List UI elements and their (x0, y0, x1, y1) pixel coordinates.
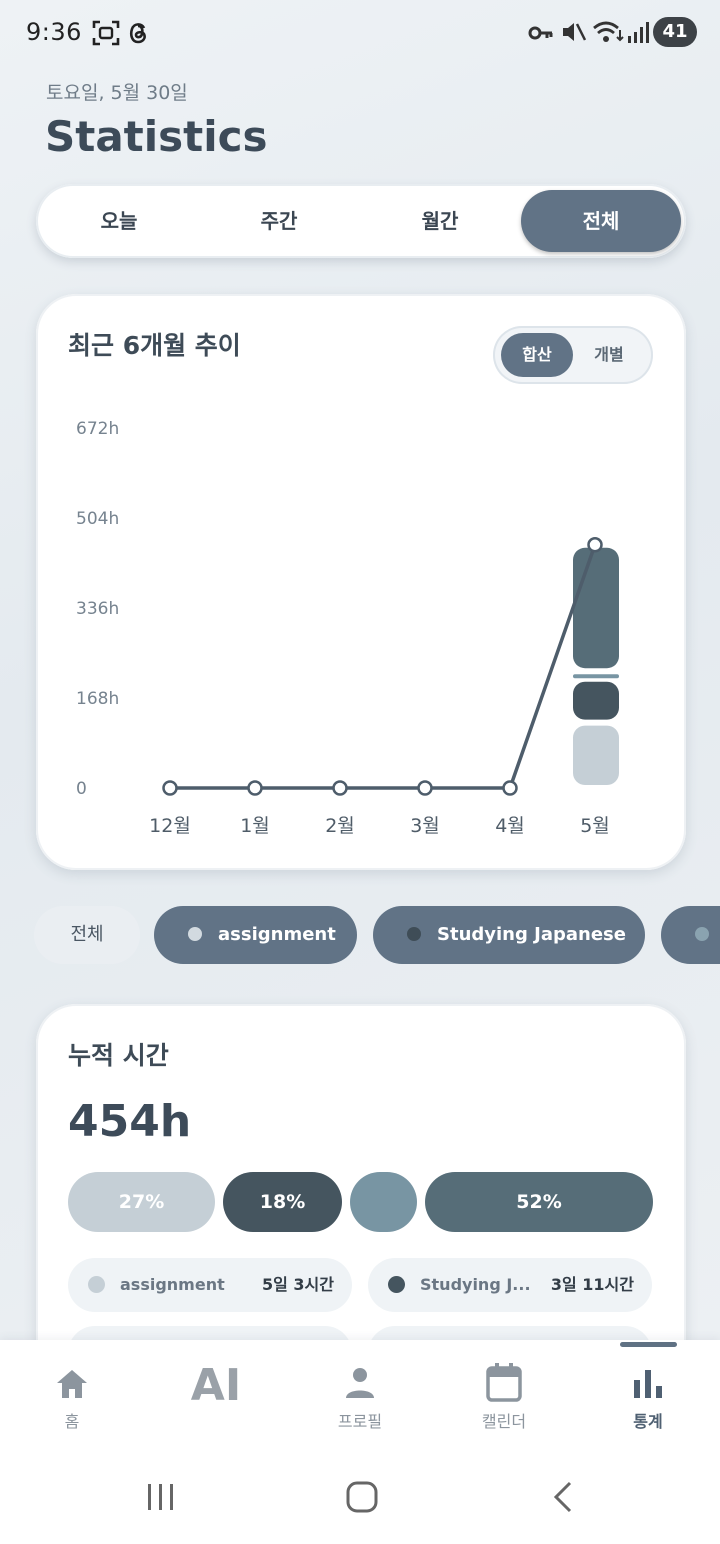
data-point[interactable] (162, 780, 178, 796)
total-hours: 454h (68, 1096, 192, 1147)
x-tick-label: 3월 (410, 815, 440, 837)
mode-individual-button[interactable]: 개별 (594, 345, 624, 364)
home-icon (57, 1370, 87, 1398)
nav-label: 홈 (64, 1412, 80, 1431)
legend-item-assignment[interactable]: assignment 5일 3시간 (68, 1258, 352, 1312)
data-point[interactable] (247, 780, 263, 796)
nav-label: 캘린더 (481, 1412, 527, 1431)
calendar-icon (486, 1363, 522, 1402)
stack-segment-0 (573, 725, 619, 785)
y-tick-label: 672h (76, 419, 119, 439)
chip-studying-japanese[interactable]: Studying Japanese (373, 906, 645, 964)
x-tick-label: 1월 (240, 815, 270, 837)
chip-label: Studying Japanese (437, 924, 626, 945)
x-tick-label: 5월 (580, 815, 610, 837)
bottom-navigation: 홈 AI 프로필 캘린더 통계 (0, 1340, 720, 1544)
period-tabs: 오늘 주간 월간 전체 (36, 184, 686, 258)
stack-segment-1 (573, 681, 619, 720)
wifi-icon (593, 21, 624, 42)
active-tab-indicator (620, 1342, 677, 1347)
data-point[interactable] (587, 537, 603, 553)
threads-icon (129, 23, 146, 44)
nav-ai[interactable]: AI (161, 1358, 271, 1438)
trend-chart: 672h 504h 336h 168h 0 12월 1월 2월 3월 4월 5월 (76, 419, 619, 837)
page-title: Statistics (45, 112, 268, 161)
signal-icon (628, 22, 649, 43)
x-tick-label: 4월 (495, 815, 525, 837)
status-bar: 9:36 41 (0, 0, 720, 66)
battery-indicator: 41 (653, 17, 697, 47)
home-button-icon[interactable] (343, 1480, 381, 1516)
nav-home[interactable]: 홈 (17, 1358, 127, 1438)
trend-card-title: 최근 6개월 추이 (68, 331, 241, 360)
ai-text: AI (190, 1360, 242, 1411)
mode-toggle: 합산 개별 (493, 326, 653, 384)
nav-statistics[interactable]: 통계 (593, 1358, 703, 1438)
stack-segment-2 (573, 674, 619, 679)
status-time: 9:36 (26, 18, 82, 46)
category-filter-row: 전체 assignment Studying Japanese (0, 906, 720, 966)
share-pill-other (350, 1172, 417, 1232)
share-pill-studying-japanese: 18% (223, 1172, 342, 1232)
date-label: 토요일, 5월 30일 (46, 82, 188, 104)
nav-calendar[interactable]: 캘린더 (449, 1358, 559, 1438)
legend-time: 5일 3시간 (262, 1275, 334, 1294)
nav-label: 통계 (633, 1412, 663, 1431)
chip-other[interactable] (661, 906, 720, 964)
y-tick-label: 336h (76, 599, 119, 619)
x-tick-label: 2월 (325, 815, 355, 837)
legend-item-studying-japanese[interactable]: Studying J... 3일 11시간 (368, 1258, 652, 1312)
legend-time: 3일 11시간 (550, 1275, 634, 1294)
chip-dot (407, 926, 421, 941)
y-tick-label: 504h (76, 509, 119, 529)
series-line (170, 544, 597, 790)
mode-sum-button[interactable]: 합산 (501, 333, 573, 377)
nav-profile[interactable]: 프로필 (305, 1358, 415, 1438)
share-pill-largest: 52% (425, 1172, 653, 1232)
tab-weekly[interactable]: 주간 (260, 209, 298, 233)
tab-today[interactable]: 오늘 (100, 209, 138, 233)
total-card-title: 누적 시간 (68, 1041, 169, 1070)
share-pill-assignment: 27% (68, 1172, 215, 1232)
x-tick-label: 12월 (149, 815, 191, 837)
chip-dot (188, 926, 202, 941)
tab-all[interactable]: 전체 (521, 190, 681, 252)
recent-apps-icon[interactable] (145, 1480, 177, 1516)
bar-chart-icon (634, 1370, 662, 1398)
y-tick-label: 168h (76, 689, 119, 709)
vpn-key-icon (528, 26, 553, 40)
data-point[interactable] (502, 780, 518, 796)
y-tick-label: 0 (76, 779, 87, 799)
chip-label: assignment (218, 924, 336, 945)
legend-dot (388, 1276, 405, 1293)
chip-dot (695, 926, 709, 941)
tab-monthly[interactable]: 월간 (421, 209, 459, 233)
stack-segment-3 (573, 547, 619, 669)
trend-chart-card: 최근 6개월 추이 합산 개별 672h 504h 336h 168h 0 12월 1월 2월… (36, 294, 686, 870)
mute-icon (563, 23, 586, 41)
legend-name: Studying J... (420, 1275, 531, 1294)
legend-dot (88, 1276, 105, 1293)
nav-label: 프로필 (337, 1412, 383, 1431)
back-icon[interactable] (548, 1480, 578, 1516)
person-icon (346, 1368, 374, 1398)
screenshot-icon (92, 20, 120, 46)
data-point[interactable] (332, 780, 348, 796)
data-point[interactable] (417, 780, 433, 796)
chip-all[interactable]: 전체 (34, 906, 140, 964)
legend-name: assignment (120, 1275, 225, 1294)
chip-assignment[interactable]: assignment (154, 906, 357, 964)
